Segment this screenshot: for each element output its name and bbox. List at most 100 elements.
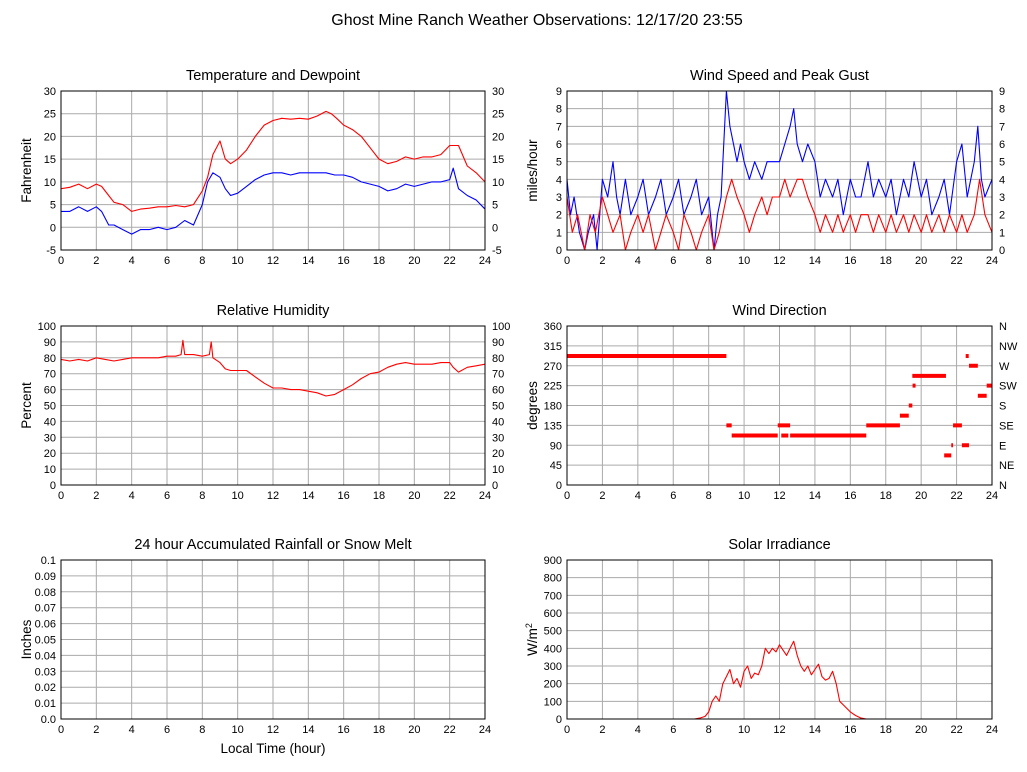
rh-xtick-label: 20: [408, 490, 420, 502]
rh-ytick-label: 70: [44, 369, 56, 381]
rh-right-ytick-label: 60: [492, 385, 504, 397]
wdir-xtick-label: 0: [564, 490, 570, 502]
temp-right-ytick-label: 20: [492, 131, 504, 143]
rain-xtick-label: 24: [479, 724, 491, 736]
temp-xtick-label: 4: [129, 255, 135, 267]
solar-xtick-label: 12: [773, 724, 785, 736]
wind-right-ytick-label: 7: [999, 121, 1005, 133]
rh-frame: [60, 325, 486, 486]
rh-xtick-label: 22: [444, 490, 456, 502]
rh-xtick-label: 0: [58, 490, 64, 502]
solar-ytick-label: 500: [544, 626, 562, 638]
solar-ytick-label: 600: [544, 608, 562, 620]
rh-ytick-label: 60: [44, 385, 56, 397]
temp-frame: [60, 90, 486, 251]
wind-series-line-0: [567, 90, 992, 251]
wind-ytick-label: 6: [556, 139, 562, 151]
rain-xtick-label: 2: [93, 724, 99, 736]
rain-ytick-label: 0.06: [35, 619, 56, 631]
wdir-right-ytick-label: SW: [999, 381, 1017, 393]
temp-ytick-label: 30: [44, 86, 56, 98]
wdir-direction-point: [912, 383, 916, 388]
wdir-xtick-label: 6: [670, 490, 676, 502]
wind-right-ytick-label: 2: [999, 210, 1005, 222]
wdir-xtick-label: 4: [635, 490, 641, 502]
solar-frame: [566, 559, 993, 720]
rh-xtick-label: 24: [479, 490, 491, 502]
rain-xtick-label: 22: [444, 724, 456, 736]
wdir-xtick-label: 22: [950, 490, 962, 502]
wdir-ytick-label: 315: [544, 341, 562, 353]
rh-right-ytick-label: 0: [492, 480, 498, 492]
wind-ytick-label: 5: [556, 157, 562, 169]
solar-xtick-label: 14: [809, 724, 821, 736]
solar-xtick-label: 10: [738, 724, 750, 736]
solar-xtick-label: 0: [564, 724, 570, 736]
wind-right-ytick-label: 4: [999, 174, 1005, 186]
rain-frame: [60, 559, 486, 720]
wind-xtick-label: 24: [986, 255, 998, 267]
rain-ytick-label: 0.01: [35, 698, 56, 710]
rh-ytick-label: 90: [44, 337, 56, 349]
solar-xtick-label: 18: [880, 724, 892, 736]
wdir-right-ytick-label: W: [999, 361, 1010, 373]
rain-ylabel-text: Inches: [19, 619, 34, 659]
temp-right-ytick-label: 0: [492, 222, 498, 234]
rh-ytick-label: 10: [44, 464, 56, 476]
wind-right-ytick-label: 9: [999, 86, 1005, 98]
page-title: Ghost Mine Ranch Weather Observations: 1…: [331, 12, 743, 29]
wdir-right-ytick-label: N: [999, 321, 1007, 333]
wind-xtick-label: 6: [670, 255, 676, 267]
rh-xtick-label: 6: [164, 490, 170, 502]
rh-ytick-label: 40: [44, 416, 56, 428]
wind-xtick-label: 8: [706, 255, 712, 267]
wdir-right-ytick-label: SE: [999, 420, 1014, 432]
wind-right-ytick-label: 0: [999, 245, 1005, 257]
rh-xtick-label: 14: [302, 490, 314, 502]
temp-xtick-label: 14: [302, 255, 314, 267]
wdir-title: Wind Direction: [732, 303, 826, 319]
solar-ytick-label: 300: [544, 661, 562, 673]
solar-ylabel: W/m2: [524, 623, 540, 656]
solar-ytick-label: 0: [556, 714, 562, 726]
rh-series-line-0: [61, 339, 485, 397]
wdir-ytick-label: 270: [544, 361, 562, 373]
rain-xtick-label: 8: [199, 724, 205, 736]
temp-data: [61, 110, 485, 235]
temp-xtick-label: 2: [93, 255, 99, 267]
wind-xtick-label: 4: [635, 255, 641, 267]
temp-xtick-label: 24: [479, 255, 491, 267]
rh-grid: [61, 326, 485, 485]
temp-ytick-label: 15: [44, 154, 56, 166]
rh-ylabel-text: Percent: [19, 382, 34, 429]
rh-right-ytick-label: 100: [492, 321, 510, 333]
wdir-direction-point: [965, 354, 969, 359]
rh-ytick-label: 20: [44, 448, 56, 460]
rh-ytick-label: 0: [50, 480, 56, 492]
wind-xtick-label: 22: [950, 255, 962, 267]
rain-ytick-label: 0.04: [35, 650, 56, 662]
temp-xtick-label: 8: [199, 255, 205, 267]
rh-ytick-label: 30: [44, 432, 56, 444]
temp-xtick-label: 6: [164, 255, 170, 267]
rain-ylabel: Inches: [19, 619, 34, 659]
temp-right-ytick-label: 25: [492, 109, 504, 121]
wind-data: [567, 90, 992, 251]
rain-xtick-label: 4: [129, 724, 135, 736]
rain-ytick-label: 0.0: [41, 714, 56, 726]
temp-xtick-label: 16: [338, 255, 350, 267]
wind-xtick-label: 12: [773, 255, 785, 267]
temp-xtick-label: 10: [232, 255, 244, 267]
wdir-ytick-label: 225: [544, 381, 562, 393]
rain-xtick-label: 20: [408, 724, 420, 736]
temp-title: Temperature and Dewpoint: [186, 68, 360, 84]
wind-xtick-label: 10: [738, 255, 750, 267]
wind-right-ytick-label: 8: [999, 104, 1005, 116]
wind-xtick-label: 14: [809, 255, 821, 267]
wdir-right-ytick-label: N: [999, 480, 1007, 492]
solar-data: [567, 640, 992, 720]
